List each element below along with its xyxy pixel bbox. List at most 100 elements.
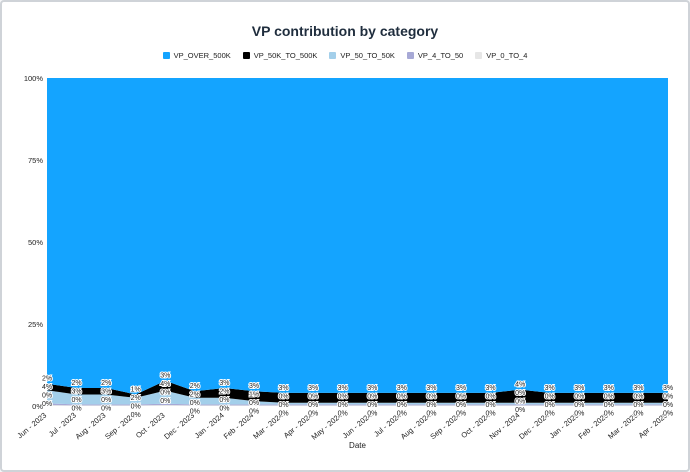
data-label-vp-0-to-4: 0% [486,410,496,417]
data-label-vp-50k-to-500k: 3% [160,373,170,380]
data-label-vp-50-to-50k: 0% [545,393,555,400]
data-label-vp-4-to-50: 0% [426,402,436,409]
legend-item-vp-4-to-50[interactable]: VP_4_TO_50 [406,51,464,60]
data-label-vp-50-to-50k: 0% [397,393,407,400]
data-label-vp-50-to-50k: 0% [456,393,466,400]
data-label-vp-4-to-50: 0% [101,397,111,404]
data-label-vp-50-to-50k: 0% [633,393,643,400]
data-label-vp-0-to-4: 0% [219,405,229,412]
data-label-vp-0-to-4: 0% [574,410,584,417]
data-label-vp-0-to-4: 0% [515,407,525,414]
data-label-vp-4-to-50: 0% [279,402,289,409]
data-label-vp-50-to-50k: 0% [663,393,673,400]
legend-item-vp-50-to-50k[interactable]: VP_50_TO_50K [329,51,395,60]
data-label-vp-50k-to-500k: 3% [663,385,673,392]
data-label-vp-50k-to-500k: 3% [486,385,496,392]
data-label-vp-50-to-50k: 0% [426,393,436,400]
data-label-vp-50-to-50k: 0% [338,393,348,400]
legend-swatch [475,52,483,59]
data-label-vp-4-to-50: 0% [72,397,82,404]
data-label-vp-4-to-50: 0% [219,397,229,404]
y-tick-label: 50% [28,238,43,247]
y-tick-label: 75% [28,156,43,165]
data-label-vp-50-to-50k: 0% [486,393,496,400]
data-label-vp-50k-to-500k: 3% [249,383,259,390]
data-label-vp-50-to-50k: 2% [131,395,141,402]
legend-item-vp-0-to-4[interactable]: VP_0_TO_4 [475,51,527,60]
data-label-vp-50-to-50k: 2% [219,388,229,395]
data-label-vp-4-to-50: 0% [604,402,614,409]
area-vp-over-500k [47,78,668,395]
data-label-vp-0-to-4: 0% [545,410,555,417]
legend-label: VP_50_TO_50K [340,51,395,60]
data-label-vp-4-to-50: 0% [42,393,52,400]
area-vp-50k-to-500k [47,380,668,403]
data-label-vp-4-to-50: 0% [486,402,496,409]
data-label-vp-0-to-4: 0% [249,409,259,416]
data-label-vp-4-to-50: 0% [574,402,584,409]
legend-label: VP_OVER_500K [173,51,231,60]
data-label-vp-4-to-50: 0% [663,402,673,409]
data-label-vp-0-to-4: 0% [604,410,614,417]
data-label-vp-50-to-50k: 3% [101,388,111,395]
data-label-vp-4-to-50: 0% [545,402,555,409]
data-label-vp-0-to-4: 0% [72,405,82,412]
legend-item-vp-50k-to-500k[interactable]: VP_50K_TO_500K [242,51,317,60]
data-label-vp-50-to-50k: 4% [160,381,170,388]
data-label-vp-0-to-4: 0% [190,409,200,416]
legend-label: VP_4_TO_50 [417,51,464,60]
data-label-vp-0-to-4: 0% [131,412,141,419]
data-label-vp-4-to-50: 0% [338,402,348,409]
data-label-vp-4-to-50: 0% [308,402,318,409]
area-vp-0-to-4 [47,405,668,406]
data-label-vp-50-to-50k: 2% [190,392,200,399]
data-label-vp-0-to-4: 0% [456,410,466,417]
data-label-vp-50k-to-500k: 3% [426,385,436,392]
x-tick-label: Jun - 2023 [15,411,48,441]
data-label-vp-4-to-50: 0% [160,390,170,397]
data-label-vp-50-to-50k: 0% [279,393,289,400]
chart-title: VP contribution by category [251,23,439,39]
legend-item-vp-over-500k[interactable]: VP_OVER_500K [162,51,231,60]
data-label-vp-50k-to-500k: 3% [633,385,643,392]
data-label-vp-50k-to-500k: 3% [219,380,229,387]
data-label-vp-4-to-50: 0% [190,400,200,407]
data-label-vp-50k-to-500k: 3% [456,385,466,392]
data-label-vp-50k-to-500k: 3% [279,385,289,392]
data-label-vp-50-to-50k: 0% [308,393,318,400]
y-tick-label: 0% [32,402,43,411]
legend-swatch [406,52,414,59]
data-label-vp-50k-to-500k: 3% [367,385,377,392]
data-label-vp-0-to-4: 0% [397,410,407,417]
data-label-vp-4-to-50: 0% [397,402,407,409]
data-label-vp-50-to-50k: 0% [367,393,377,400]
data-label-vp-50-to-50k: 0% [604,393,614,400]
y-tick-label: 25% [28,320,43,329]
chart-legend: VP_OVER_500K VP_50K_TO_500K VP_50_TO_50K VP… [2,51,688,60]
data-label-vp-50k-to-500k: 3% [397,385,407,392]
data-label-vp-4-to-50: 0% [515,399,525,406]
legend-swatch [162,52,170,59]
x-axis-title: Date [349,441,366,450]
data-label-vp-0-to-4: 0% [101,405,111,412]
legend-swatch [242,52,250,59]
legend-swatch [329,52,337,59]
data-label-vp-0-to-4: 0% [279,410,289,417]
data-label-vp-4-to-50: 0% [367,402,377,409]
data-label-vp-0-to-4: 0% [308,410,318,417]
data-label-vp-0-to-4: 0% [426,410,436,417]
data-label-vp-50-to-50k: 0% [574,393,584,400]
data-label-vp-50k-to-500k: 2% [190,383,200,390]
data-label-vp-50-to-50k: 3% [72,388,82,395]
data-label-vp-4-to-50: 0% [131,404,141,411]
data-label-vp-0-to-4: 0% [160,398,170,405]
data-label-vp-50k-to-500k: 4% [515,382,525,389]
x-tick-label: Aug - 2023 [74,411,108,441]
data-label-vp-0-to-4: 0% [633,410,643,417]
data-label-vp-50k-to-500k: 2% [42,376,52,383]
data-label-vp-0-to-4: 0% [663,410,673,417]
data-label-vp-0-to-4: 0% [42,401,52,408]
data-label-vp-4-to-50: 0% [249,400,259,407]
data-label-vp-50k-to-500k: 3% [604,385,614,392]
